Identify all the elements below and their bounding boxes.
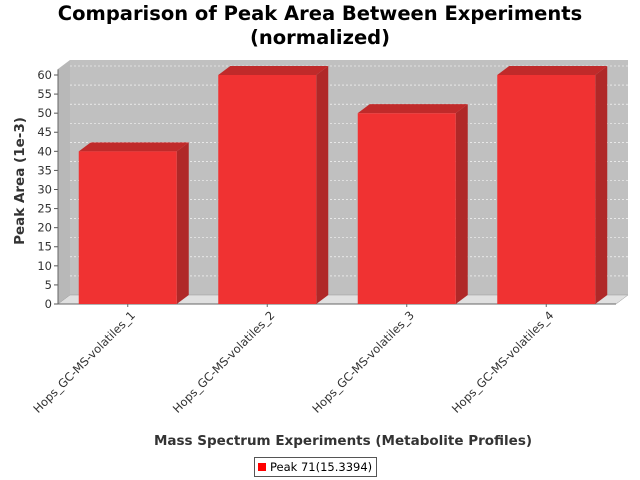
chart-title-line-2: (normalized) <box>249 26 391 49</box>
y-tick-label: 20 <box>37 221 52 235</box>
y-tick-label: 40 <box>37 144 52 158</box>
bar-side <box>455 104 468 304</box>
bar-top <box>218 65 329 75</box>
bar <box>218 74 317 304</box>
chart-title: Comparison of Peak Area Between Experime… <box>0 2 640 50</box>
y-tick-label: 15 <box>37 240 52 254</box>
legend-label: Peak 71(15.3394) <box>270 460 373 474</box>
y-tick-label: 55 <box>37 87 52 101</box>
bar-side <box>316 65 329 304</box>
legend-swatch <box>258 463 266 471</box>
bar-side <box>595 65 608 304</box>
y-tick-label: 30 <box>37 182 52 196</box>
x-tick-label: Hops_GC-MS-volatiles_3 <box>309 308 416 415</box>
y-tick-label: 10 <box>37 259 52 273</box>
y-axis-title: Peak Area (1e-3) <box>12 117 28 245</box>
y-tick-label: 45 <box>37 125 52 139</box>
y-tick-label: 35 <box>37 163 52 177</box>
y-tick-label: 5 <box>45 278 52 292</box>
y-tick-label: 25 <box>37 202 52 216</box>
bar <box>78 151 177 304</box>
x-tick-label: Hops_GC-MS-volatiles_1 <box>30 308 137 415</box>
bar <box>357 113 456 304</box>
bar-top <box>357 104 468 114</box>
y-tick-label: 0 <box>45 297 52 311</box>
x-axis-title: Mass Spectrum Experiments (Metabolite Pr… <box>154 433 532 449</box>
legend: Peak 71(15.3394) <box>254 457 378 477</box>
chart-title-line-1: Comparison of Peak Area Between Experime… <box>57 2 583 25</box>
y-tick-label: 60 <box>37 68 52 82</box>
bar-side <box>176 142 189 304</box>
bar <box>497 74 596 304</box>
bar-top <box>78 142 189 152</box>
x-tick-label: Hops_GC-MS-volatiles_2 <box>170 308 277 415</box>
x-tick-label: Hops_GC-MS-volatiles_4 <box>449 308 556 415</box>
y-tick-label: 50 <box>37 106 52 120</box>
bar-top <box>497 65 608 75</box>
plot-left-wall <box>58 60 70 304</box>
